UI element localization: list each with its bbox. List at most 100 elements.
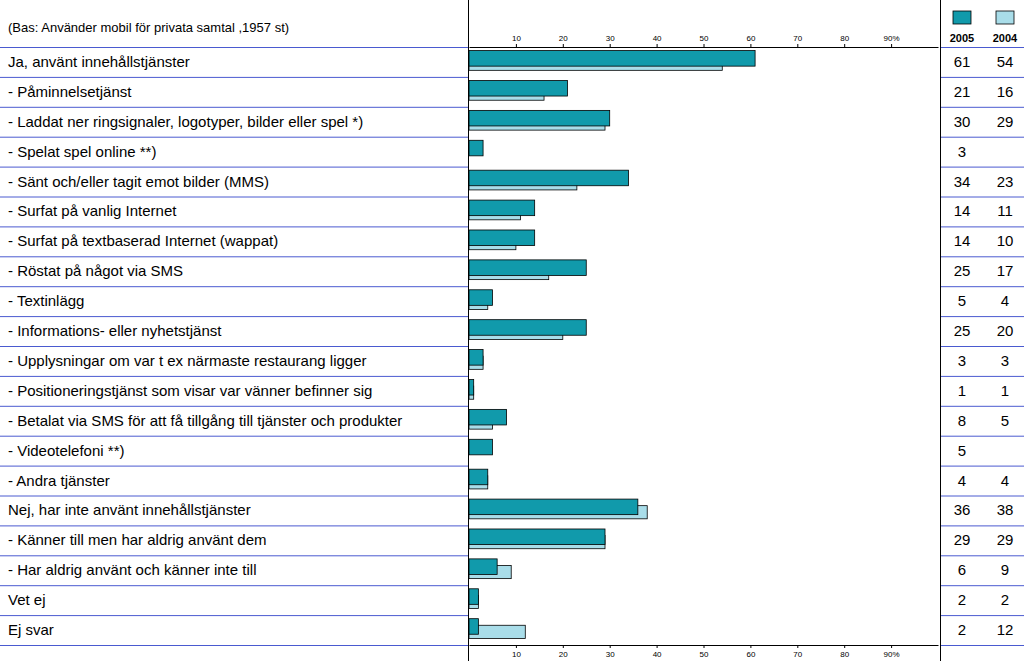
category-label: Nej, har inte använt innehållstjänster xyxy=(8,501,251,518)
bar xyxy=(469,170,628,186)
row-separator xyxy=(940,286,1024,287)
data-label: 34 xyxy=(954,173,971,190)
bar xyxy=(469,200,535,216)
data-label: 38 xyxy=(997,501,1014,518)
x-axis: 102030405060708090% xyxy=(470,645,939,659)
row-separator xyxy=(0,226,468,227)
row-separator xyxy=(940,585,1024,586)
data-label: 2 xyxy=(958,591,966,608)
tick-label: 30 xyxy=(606,34,615,43)
bar xyxy=(469,439,492,455)
x-axis: 102030405060708090% xyxy=(470,34,939,48)
row-separator xyxy=(0,615,468,616)
row-separator xyxy=(0,436,468,437)
tick: 90% xyxy=(884,34,900,47)
row-separator xyxy=(940,107,1024,108)
legend: 20052004 xyxy=(950,11,1018,44)
tick: 80 xyxy=(840,645,849,659)
tick-label: 80 xyxy=(840,34,849,43)
tick-label: 20 xyxy=(559,34,568,43)
row-separator xyxy=(0,346,468,347)
tick-mark xyxy=(516,44,517,47)
row-separator xyxy=(0,316,468,317)
tick: 70 xyxy=(793,34,802,47)
category-labels: Ja, använt innehållstjänster- Påminnelse… xyxy=(8,53,402,638)
data-label: 9 xyxy=(1001,561,1009,578)
row-separator xyxy=(940,346,1024,347)
bar xyxy=(469,379,474,395)
tick-label: 30 xyxy=(606,650,615,659)
tick-label: 90% xyxy=(884,34,900,43)
legend-label: 2004 xyxy=(993,32,1018,44)
tick-mark xyxy=(750,645,751,648)
row-separator xyxy=(940,47,1024,48)
row-separator xyxy=(940,226,1024,227)
data-label: 10 xyxy=(997,232,1014,249)
data-label: 29 xyxy=(997,531,1014,548)
row-separator xyxy=(0,645,468,646)
row-separator xyxy=(0,406,468,407)
tick: 50 xyxy=(700,645,709,659)
row-separator xyxy=(0,167,468,168)
bar xyxy=(469,80,567,96)
axis-line xyxy=(470,47,939,48)
data-label: 4 xyxy=(1001,292,1009,309)
data-label: 25 xyxy=(954,262,971,279)
row-separator xyxy=(940,645,1024,646)
row-separator xyxy=(0,585,468,586)
tick-mark xyxy=(844,645,845,648)
category-label: - Videotelefoni **) xyxy=(8,442,124,459)
tick-label: 70 xyxy=(793,34,802,43)
tick: 80 xyxy=(840,34,849,47)
data-label: 29 xyxy=(997,113,1014,130)
category-label: Ej svar xyxy=(8,621,54,638)
data-label: 3 xyxy=(958,143,966,160)
row-separator xyxy=(0,77,468,78)
data-label: 2 xyxy=(1001,591,1009,608)
category-label: - Känner till men har aldrig använt dem xyxy=(8,531,266,548)
data-label: 25 xyxy=(954,322,971,339)
category-label: - Textinlägg xyxy=(8,292,84,309)
data-label: 11 xyxy=(997,202,1013,219)
category-label: - Har aldrig använt och känner inte till xyxy=(8,561,256,578)
category-label: Vet ej xyxy=(8,591,46,608)
tick-label: 10 xyxy=(512,34,521,43)
row-separator xyxy=(940,525,1024,526)
data-label: 4 xyxy=(958,472,966,489)
row-separator xyxy=(940,466,1024,467)
bar xyxy=(469,350,483,366)
data-label: 3 xyxy=(958,352,966,369)
row-separator xyxy=(940,77,1024,78)
tick-label: 40 xyxy=(653,650,662,659)
category-label: - Laddat ner ringsignaler, logotyper, bi… xyxy=(8,113,363,130)
category-label: - Påminnelsetjänst xyxy=(8,83,132,100)
tick-label: 70 xyxy=(793,650,802,659)
bar xyxy=(469,529,605,545)
tick-label: 40 xyxy=(653,34,662,43)
data-label: 29 xyxy=(954,531,971,548)
data-label: 1 xyxy=(958,382,966,399)
category-label: - Positioneringstjänst som visar var vän… xyxy=(8,382,372,399)
data-label: 5 xyxy=(1001,412,1009,429)
data-label: 36 xyxy=(954,501,971,518)
row-separator xyxy=(0,137,468,138)
data-label: 54 xyxy=(997,53,1014,70)
tick: 10 xyxy=(512,645,521,659)
tick-mark xyxy=(516,645,517,648)
bar xyxy=(469,260,586,276)
tick: 10 xyxy=(512,34,521,47)
tick-label: 10 xyxy=(512,650,521,659)
bar xyxy=(469,409,507,425)
row-separator xyxy=(0,107,468,108)
tick-label: 20 xyxy=(559,650,568,659)
row-separator xyxy=(940,256,1024,257)
data-label: 2 xyxy=(958,621,966,638)
category-label: - Upplysningar om var t ex närmaste rest… xyxy=(8,352,367,369)
tick-mark xyxy=(704,645,705,648)
category-label: - Andra tjänster xyxy=(8,472,110,489)
bar xyxy=(469,320,586,336)
row-separator xyxy=(940,436,1024,437)
category-label: - Informations- eller nyhetstjänst xyxy=(8,322,222,339)
data-label: 23 xyxy=(997,173,1014,190)
row-separator xyxy=(0,525,468,526)
